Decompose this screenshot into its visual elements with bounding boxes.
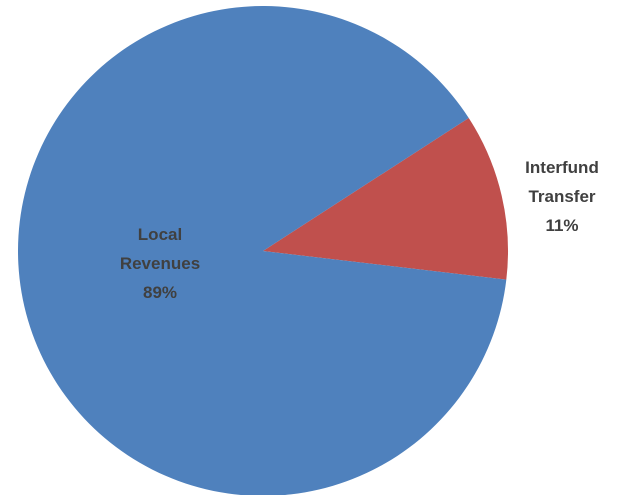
data-label-interfund-transfer-percent: 11% <box>545 216 578 235</box>
data-label-interfund-transfer-line-1: Interfund <box>525 158 599 177</box>
data-label-interfund-transfer-line-2: Transfer <box>528 187 595 206</box>
pie-slices <box>18 6 508 495</box>
data-label-local-revenues-percent: 89% <box>143 283 177 302</box>
data-label-local-revenues-line-2: Revenues <box>120 254 200 273</box>
data-label-local-revenues-line-1: Local <box>138 225 182 244</box>
pie-slice-local-revenues <box>18 6 507 495</box>
pie-labels: Interfund Transfer 11% Local Revenues 89% <box>120 158 599 302</box>
pie-slice-interfund-transfer <box>263 117 508 280</box>
